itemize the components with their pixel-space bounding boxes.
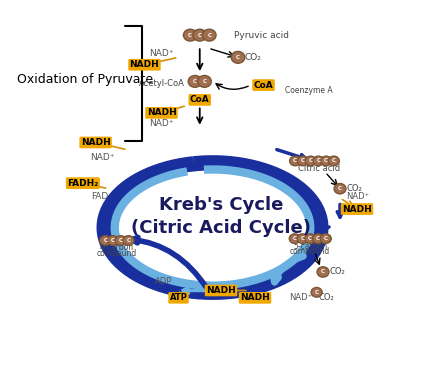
Circle shape — [317, 267, 329, 277]
Text: NADH: NADH — [206, 286, 236, 295]
Circle shape — [305, 156, 316, 166]
Text: C: C — [293, 158, 297, 164]
Circle shape — [198, 75, 211, 87]
Circle shape — [313, 156, 324, 166]
Circle shape — [289, 234, 300, 243]
Text: Oxidation of Pyruvate: Oxidation of Pyruvate — [17, 73, 153, 86]
Text: Pyruvic acid: Pyruvic acid — [234, 31, 289, 40]
Text: C: C — [236, 55, 240, 60]
Circle shape — [290, 156, 300, 166]
Text: FADH₂: FADH₂ — [67, 179, 99, 188]
Text: FAD: FAD — [91, 192, 109, 201]
Text: NAD⁺: NAD⁺ — [346, 192, 369, 201]
Text: C: C — [207, 33, 211, 38]
Text: CO₂: CO₂ — [346, 184, 362, 193]
Text: C: C — [198, 33, 202, 38]
Text: 5-carbon: 5-carbon — [293, 242, 327, 250]
Text: C: C — [321, 269, 325, 275]
Text: NAD⁺: NAD⁺ — [149, 49, 174, 58]
Text: CoA: CoA — [190, 95, 210, 104]
Circle shape — [100, 236, 111, 245]
Text: C: C — [103, 238, 107, 243]
Text: C: C — [301, 158, 305, 164]
Circle shape — [320, 234, 331, 243]
Text: C: C — [324, 158, 328, 164]
Text: NADH: NADH — [130, 60, 159, 69]
Circle shape — [193, 29, 207, 41]
Text: NAD⁺: NAD⁺ — [149, 120, 174, 128]
Text: CO₂: CO₂ — [319, 293, 334, 302]
Text: NADH: NADH — [240, 293, 270, 302]
Circle shape — [305, 234, 316, 243]
Circle shape — [123, 236, 134, 245]
Text: compound: compound — [290, 247, 330, 256]
Circle shape — [311, 287, 322, 297]
Text: C: C — [111, 238, 115, 243]
Text: C: C — [324, 236, 328, 241]
Text: C: C — [293, 236, 297, 241]
Text: NADH: NADH — [81, 138, 110, 147]
Text: Citric acid: Citric acid — [298, 164, 340, 173]
Text: Kreb's Cycle
(Citric Acid Cycle): Kreb's Cycle (Citric Acid Cycle) — [131, 196, 311, 236]
Circle shape — [312, 234, 323, 243]
Circle shape — [328, 156, 339, 166]
Text: C: C — [202, 79, 207, 84]
Text: C: C — [309, 158, 313, 164]
Text: CoA: CoA — [254, 81, 273, 90]
Text: NADH: NADH — [147, 108, 176, 117]
Text: Coenzyme A: Coenzyme A — [285, 86, 332, 95]
Text: C: C — [332, 158, 336, 164]
Circle shape — [108, 236, 119, 245]
Text: C: C — [188, 33, 192, 38]
Text: C: C — [193, 79, 197, 84]
Text: C: C — [338, 186, 342, 191]
Circle shape — [188, 75, 202, 87]
Text: C: C — [316, 158, 320, 164]
Circle shape — [298, 156, 309, 166]
Circle shape — [320, 156, 332, 166]
Text: CO₂: CO₂ — [329, 268, 345, 276]
Text: NAD⁺: NAD⁺ — [90, 153, 114, 162]
Circle shape — [334, 184, 346, 194]
Text: C: C — [314, 290, 319, 295]
Text: Acetyl-CoA: Acetyl-CoA — [139, 79, 184, 88]
Circle shape — [297, 234, 308, 243]
Text: NAD⁺: NAD⁺ — [289, 293, 312, 302]
Text: ATP: ATP — [170, 293, 187, 302]
Text: NADH: NADH — [342, 205, 372, 213]
Text: ADP: ADP — [155, 277, 172, 286]
Text: C: C — [300, 236, 305, 241]
Circle shape — [202, 29, 216, 41]
Text: C: C — [119, 238, 123, 243]
Circle shape — [115, 236, 126, 245]
Circle shape — [231, 51, 245, 63]
Text: CO₂: CO₂ — [244, 53, 261, 62]
Text: C: C — [316, 236, 320, 241]
Circle shape — [184, 29, 197, 41]
Text: 4-carbon: 4-carbon — [100, 243, 134, 252]
Text: ✦: ✦ — [170, 288, 187, 307]
Text: C: C — [127, 238, 130, 243]
Text: compound: compound — [97, 249, 137, 258]
Text: C: C — [308, 236, 312, 241]
